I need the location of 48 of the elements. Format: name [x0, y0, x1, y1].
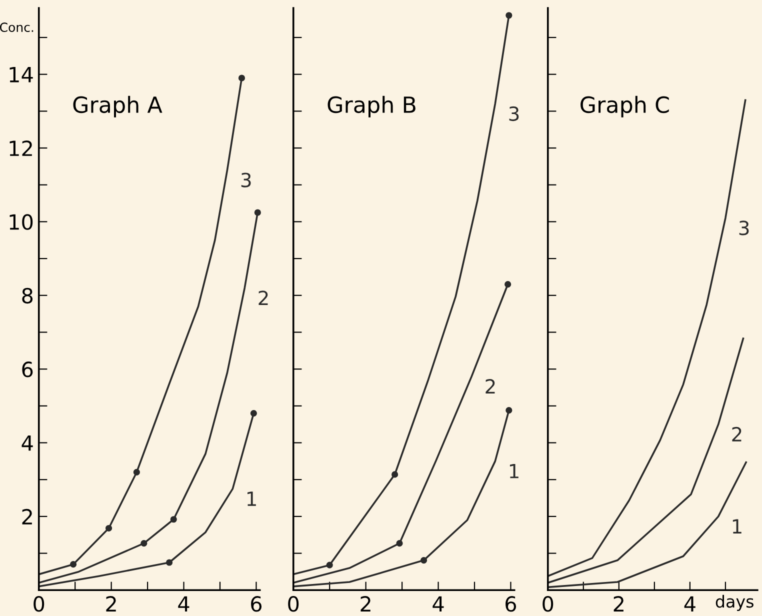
- series-label: 2: [486, 379, 495, 394]
- series-label: 3: [241, 172, 251, 188]
- series-label: 2: [732, 426, 742, 442]
- text: Graph B: [328, 96, 416, 118]
- y-tick-label: 4: [22, 435, 33, 451]
- y-tick-label: 14: [10, 67, 33, 82]
- series-label: 1: [510, 464, 518, 478]
- x-tick-label: 0: [34, 596, 44, 612]
- point: [506, 12, 512, 19]
- series-label: 1: [247, 492, 256, 506]
- x-axis-title: days: [716, 594, 754, 611]
- point: [133, 468, 140, 476]
- point: [105, 524, 112, 532]
- x-tick-label: 4: [432, 596, 444, 612]
- y-tick-label: 12: [10, 140, 32, 156]
- series-label: 2: [258, 290, 268, 306]
- series-label: 3: [509, 106, 519, 122]
- point: [326, 562, 333, 568]
- point: [396, 540, 403, 547]
- y-tick-label: 6: [22, 362, 33, 378]
- x-tick-label: 2: [614, 596, 624, 612]
- text: Graph A: [73, 96, 162, 118]
- x-tick-label: 2: [360, 596, 370, 612]
- point: [420, 556, 428, 564]
- x-tick-label: 0: [542, 596, 554, 612]
- x-tick-label: 2: [106, 596, 116, 612]
- series-label: 3: [739, 220, 749, 236]
- point: [392, 471, 398, 478]
- point: [506, 407, 512, 414]
- x-tick-label: 4: [178, 596, 190, 612]
- point: [70, 561, 77, 568]
- y-tick-label: 2: [22, 508, 32, 524]
- y-axis-title: Conc.: [0, 22, 34, 32]
- y-tick-label: 8: [22, 288, 33, 304]
- point: [166, 559, 173, 566]
- point: [238, 74, 246, 82]
- x-tick-label: 6: [506, 596, 516, 612]
- point: [250, 410, 257, 417]
- text: Graph C: [580, 96, 669, 118]
- y-tick-label: 10: [10, 214, 33, 230]
- point: [504, 281, 512, 288]
- point: [254, 209, 261, 216]
- x-tick-label: 6: [251, 596, 262, 612]
- point: [170, 516, 177, 523]
- point: [140, 540, 148, 547]
- series-label: 1: [732, 519, 742, 534]
- x-tick-label: 4: [684, 596, 696, 612]
- x-tick-label: 0: [288, 596, 299, 612]
